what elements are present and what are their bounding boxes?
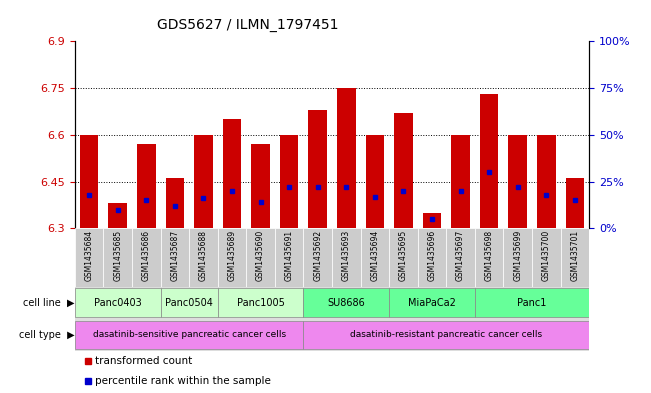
Bar: [280, 135, 298, 228]
Bar: [394, 113, 413, 228]
Bar: [132, 228, 161, 287]
Bar: [223, 119, 242, 228]
Bar: [366, 135, 384, 228]
Bar: [75, 288, 161, 317]
Bar: [275, 228, 303, 287]
Bar: [389, 228, 418, 287]
Text: MiaPaCa2: MiaPaCa2: [408, 298, 456, 308]
Text: GSM1435684: GSM1435684: [85, 230, 94, 281]
Text: Panc1005: Panc1005: [237, 298, 284, 308]
Bar: [332, 228, 361, 287]
Bar: [165, 178, 184, 228]
Text: percentile rank within the sample: percentile rank within the sample: [96, 376, 271, 386]
Bar: [303, 321, 589, 349]
Bar: [109, 204, 127, 228]
Bar: [137, 144, 156, 228]
Bar: [422, 213, 441, 228]
Bar: [309, 110, 327, 228]
Bar: [480, 94, 499, 228]
Bar: [475, 228, 503, 287]
Text: Panc0403: Panc0403: [94, 298, 142, 308]
Text: GSM1435689: GSM1435689: [227, 230, 236, 281]
Bar: [361, 228, 389, 287]
Text: GSM1435693: GSM1435693: [342, 230, 351, 281]
Bar: [561, 228, 589, 287]
Bar: [475, 288, 589, 317]
Text: dasatinib-sensitive pancreatic cancer cells: dasatinib-sensitive pancreatic cancer ce…: [92, 331, 286, 340]
Bar: [566, 178, 584, 228]
Text: GSM1435698: GSM1435698: [484, 230, 493, 281]
Text: GSM1435694: GSM1435694: [370, 230, 380, 281]
Text: SU8686: SU8686: [327, 298, 365, 308]
Text: GSM1435687: GSM1435687: [171, 230, 180, 281]
Text: Panc1: Panc1: [518, 298, 547, 308]
Bar: [508, 135, 527, 228]
Bar: [104, 228, 132, 287]
Text: GSM1435690: GSM1435690: [256, 230, 265, 281]
Bar: [75, 228, 104, 287]
Text: cell line  ▶: cell line ▶: [23, 298, 75, 308]
Bar: [303, 228, 332, 287]
Bar: [161, 228, 189, 287]
Bar: [337, 88, 355, 228]
Text: GSM1435691: GSM1435691: [284, 230, 294, 281]
Text: GSM1435696: GSM1435696: [428, 230, 437, 281]
Bar: [217, 228, 246, 287]
Text: GSM1435700: GSM1435700: [542, 230, 551, 281]
Bar: [251, 144, 270, 228]
Bar: [161, 288, 217, 317]
Text: GSM1435695: GSM1435695: [399, 230, 408, 281]
Text: GSM1435692: GSM1435692: [313, 230, 322, 281]
Bar: [389, 288, 475, 317]
Text: GDS5627 / ILMN_1797451: GDS5627 / ILMN_1797451: [157, 18, 338, 32]
Bar: [75, 321, 303, 349]
Bar: [194, 135, 213, 228]
Text: GSM1435701: GSM1435701: [570, 230, 579, 281]
Text: dasatinib-resistant pancreatic cancer cells: dasatinib-resistant pancreatic cancer ce…: [350, 331, 542, 340]
Text: cell type  ▶: cell type ▶: [20, 330, 75, 340]
Text: Panc0504: Panc0504: [165, 298, 213, 308]
Bar: [189, 228, 217, 287]
Text: GSM1435697: GSM1435697: [456, 230, 465, 281]
Text: transformed count: transformed count: [96, 356, 193, 365]
Bar: [503, 228, 532, 287]
Bar: [418, 228, 447, 287]
Bar: [447, 228, 475, 287]
Bar: [451, 135, 470, 228]
Text: GSM1435685: GSM1435685: [113, 230, 122, 281]
Bar: [80, 135, 98, 228]
Bar: [532, 228, 561, 287]
Text: GSM1435686: GSM1435686: [142, 230, 151, 281]
Text: GSM1435699: GSM1435699: [513, 230, 522, 281]
Bar: [537, 135, 555, 228]
Bar: [246, 228, 275, 287]
Bar: [303, 288, 389, 317]
Bar: [217, 288, 303, 317]
Text: GSM1435688: GSM1435688: [199, 230, 208, 281]
